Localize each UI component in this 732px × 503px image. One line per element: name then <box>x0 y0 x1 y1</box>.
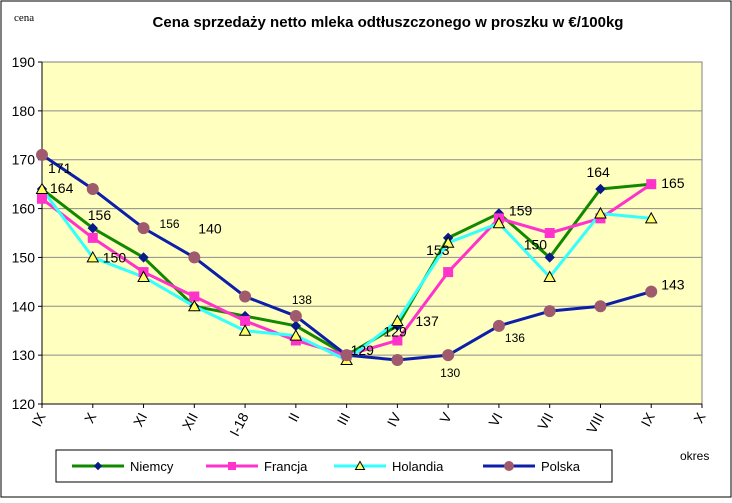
y-tick-label: 160 <box>12 201 36 217</box>
data-point-francja <box>544 228 555 238</box>
data-label: 130 <box>440 366 460 380</box>
data-point-polska <box>492 319 505 332</box>
data-point-francja <box>189 291 200 302</box>
data-point-holandia <box>35 182 49 195</box>
data-label: 137 <box>415 313 439 329</box>
data-point-holandia <box>391 314 404 326</box>
x-tick-label: XII <box>179 410 201 433</box>
data-point-polska <box>137 222 150 235</box>
data-point-holandia <box>238 324 252 336</box>
data-point-holandia <box>543 270 557 282</box>
data-point-holandia <box>86 250 100 263</box>
legend-label-francja: Francja <box>264 459 308 474</box>
data-point-niemcy <box>138 252 149 263</box>
data-label: 138 <box>292 293 312 307</box>
y-tick-label: 140 <box>12 298 36 314</box>
legend-label-niemcy: Niemcy <box>130 459 174 474</box>
legend-marker-niemcy <box>93 461 103 471</box>
y-tick-label: 190 <box>12 54 36 70</box>
data-point-polska <box>36 148 48 161</box>
data-point-polska <box>340 349 353 362</box>
x-axis-label: okres <box>680 449 709 463</box>
legend: Niemcy Francja Holandia Polska <box>55 449 613 483</box>
legend-marker-holandia <box>354 460 366 470</box>
data-label: 164 <box>50 180 74 196</box>
legend-marker-francja <box>228 462 236 470</box>
data-label: 165 <box>661 175 685 191</box>
data-point-polska <box>442 349 455 362</box>
grid-lines <box>42 110 702 356</box>
data-labels: 164 156 159 150 164 165 129 150 137 153 171 156 140 1… <box>48 160 685 380</box>
data-point-holandia <box>492 216 506 229</box>
data-point-polska <box>188 251 201 264</box>
data-point-francja <box>443 267 454 278</box>
data-label: 136 <box>505 331 525 345</box>
data-point-francja <box>240 315 251 326</box>
data-point-niemcy <box>595 183 606 195</box>
data-point-polska <box>645 285 658 298</box>
data-point-francja <box>37 193 47 204</box>
data-label: 150 <box>524 236 548 252</box>
data-point-polska <box>391 354 404 367</box>
y-tick-label: 150 <box>12 249 36 265</box>
data-point-holandia <box>644 211 658 224</box>
data-point-francja <box>87 232 98 243</box>
data-point-francja <box>392 335 403 346</box>
data-label: 156 <box>160 217 180 231</box>
data-point-polska <box>594 300 607 313</box>
data-point-polska <box>543 305 556 318</box>
legend-label-polska: Polska <box>541 459 581 474</box>
y-tick-label: 170 <box>12 152 36 168</box>
series-group <box>35 148 658 367</box>
data-label: 153 <box>426 242 450 258</box>
data-point-niemcy <box>87 222 98 234</box>
data-point-holandia <box>289 329 303 341</box>
legend-label-holandia: Holandia <box>392 459 444 474</box>
data-point-holandia <box>441 236 455 248</box>
legend-marker-polska <box>504 461 514 471</box>
x-tick-label: VI <box>485 410 505 429</box>
data-label: 129 <box>383 323 407 339</box>
data-point-niemcy <box>544 252 555 263</box>
y-tick-label: 130 <box>12 347 36 363</box>
y-tick-label: 180 <box>12 103 36 119</box>
data-label: 156 <box>88 207 112 223</box>
data-point-holandia <box>594 206 607 219</box>
data-label: 171 <box>48 160 72 176</box>
data-point-holandia <box>187 299 201 312</box>
x-tick-label: XI <box>130 410 150 429</box>
data-label: 159 <box>509 202 533 218</box>
y-tick-label: 120 <box>12 396 36 412</box>
data-point-polska <box>289 310 302 323</box>
data-point-francja <box>646 179 657 190</box>
chart-title: Cena sprzedaży netto mleka odtłuszczoneg… <box>153 14 624 31</box>
data-point-holandia <box>137 270 150 282</box>
data-label: 140 <box>198 220 222 236</box>
data-point-polska <box>239 290 252 303</box>
y-axis-label: cena <box>14 12 34 24</box>
data-label: 150 <box>103 249 127 265</box>
data-label: 164 <box>586 164 610 180</box>
data-label: 129 <box>351 342 375 358</box>
data-label: 143 <box>661 277 685 293</box>
data-point-polska <box>86 183 99 196</box>
x-tick-label: VII <box>534 410 556 433</box>
